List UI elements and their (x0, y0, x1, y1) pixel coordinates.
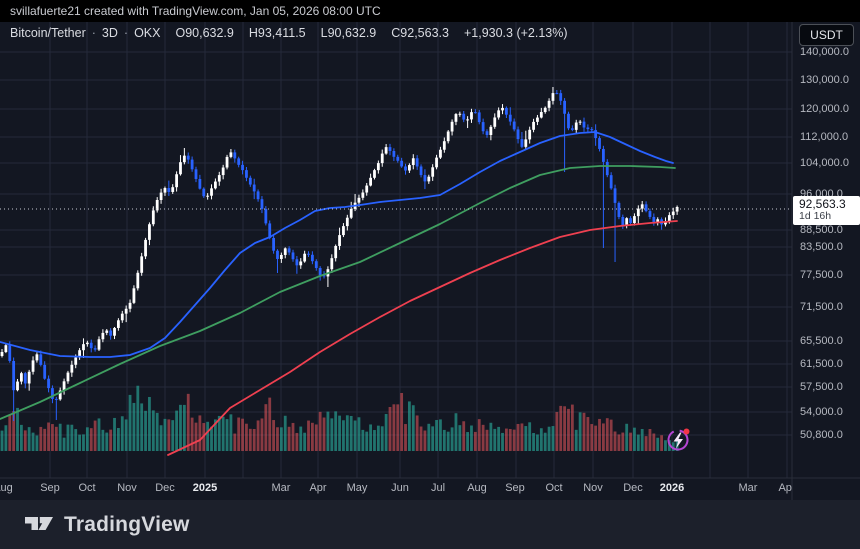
time-tick-label: Mar (738, 482, 758, 494)
price-tick-label: 61,500.0 (800, 358, 843, 370)
time-tick-label: Jul (430, 482, 446, 494)
symbol-title[interactable]: Bitcoin/Tether (10, 26, 86, 40)
symbol-legend: Bitcoin/Tether · 3D · OKX O 90,632.9 H 93,… (10, 26, 568, 40)
high-label: H (248, 26, 258, 40)
time-tick-label: Nov (583, 482, 603, 494)
ma-green-mid (0, 165, 676, 420)
price-tick-label: 77,500.0 (800, 269, 843, 281)
time-tick-label: Dec (623, 482, 643, 494)
low-label: L (320, 26, 328, 40)
ohlc-high: H 93,411.5 (249, 26, 306, 40)
price-tick-label: 57,500.0 (800, 381, 843, 393)
flash-icon[interactable] (665, 427, 691, 453)
price-tick-label: 88,500.0 (800, 224, 843, 236)
price-tick-label: 140,000.0 (800, 46, 849, 58)
volume-bars (0, 385, 679, 451)
time-tick-label: 2025 (192, 482, 218, 494)
grid-lines (0, 22, 792, 478)
high-value: 93,411.5 (257, 26, 306, 40)
moving-average-lines (0, 131, 678, 456)
low-value: 90,632.9 (327, 26, 377, 40)
close-label: C (391, 26, 401, 40)
currency-unit-label: USDT (810, 28, 843, 42)
tradingview-logo-icon[interactable] (24, 516, 54, 534)
time-tick-label: Oct (78, 482, 96, 494)
price-tick-label: 130,000.0 (800, 74, 849, 86)
time-tick-label: Sep (40, 482, 60, 494)
time-tick-label: Sep (505, 482, 525, 494)
currency-unit-button[interactable]: USDT (799, 24, 854, 46)
attribution-text: svillafuerte21 created with TradingView.… (10, 4, 381, 18)
price-axis[interactable]: 140,000.0 130,000.0 120,000.0 112,000.0 104,… (793, 22, 860, 478)
price-tick-label: 120,000.0 (800, 103, 849, 115)
legend-separator: · (91, 26, 96, 40)
time-tick-label: Aug (0, 482, 13, 494)
legend-separator: · (123, 26, 129, 40)
time-tick-label: Nov (117, 482, 137, 494)
open-label: O (175, 26, 186, 40)
change-value: +1,930.3 (+2.13%) (463, 26, 568, 40)
price-tick-label: 65,500.0 (800, 335, 843, 347)
price-tick-label: 83,500.0 (800, 241, 843, 253)
price-tick-label: 50,800.0 (800, 429, 843, 441)
last-price-label: 92,563.3 1d 16h (793, 196, 860, 225)
price-tick-label: 54,000.0 (800, 406, 843, 418)
time-tick-label: Jun (391, 482, 409, 494)
interval-label[interactable]: 3D (101, 26, 118, 40)
price-tick-label: 112,000.0 (800, 131, 849, 143)
time-tick-label: Apr (309, 482, 327, 494)
ohlc-open: O 90,632.9 (175, 26, 233, 40)
exchange-label[interactable]: OKX (134, 26, 161, 40)
attribution-bar: svillafuerte21 created with TradingView.… (0, 0, 860, 22)
time-tick-label: May (346, 482, 368, 494)
time-tick-label: Aug (467, 482, 487, 494)
ma-red-slow (167, 220, 678, 456)
ohlc-low: L 90,632.9 (321, 26, 377, 40)
watermark-bar: TradingView (0, 500, 860, 549)
brand-name[interactable]: TradingView (64, 512, 190, 536)
price-tick-label: 71,500.0 (800, 301, 843, 313)
time-tick-label: Dec (155, 482, 175, 494)
time-axis[interactable]: Aug Sep Oct Nov Dec 2025 Mar Apr May Jun Jul Aug Sep… (0, 478, 792, 500)
last-price-value: 92,563.3 (799, 197, 846, 211)
notification-dot (683, 428, 690, 435)
ohlc-close: C 92,563.3 (391, 26, 449, 40)
time-tick-label: Oct (545, 482, 563, 494)
open-value: 90,632.9 (185, 26, 234, 40)
time-tick-label: Apr (778, 482, 792, 494)
time-tick-label: Mar (271, 482, 291, 494)
bar-countdown: 1d 16h (799, 210, 832, 222)
price-tick-label: 104,000.0 (800, 157, 849, 169)
time-tick-label: 2026 (659, 482, 685, 494)
close-value: 92,563.3 (400, 26, 449, 40)
ma-blue-fast (0, 131, 674, 358)
